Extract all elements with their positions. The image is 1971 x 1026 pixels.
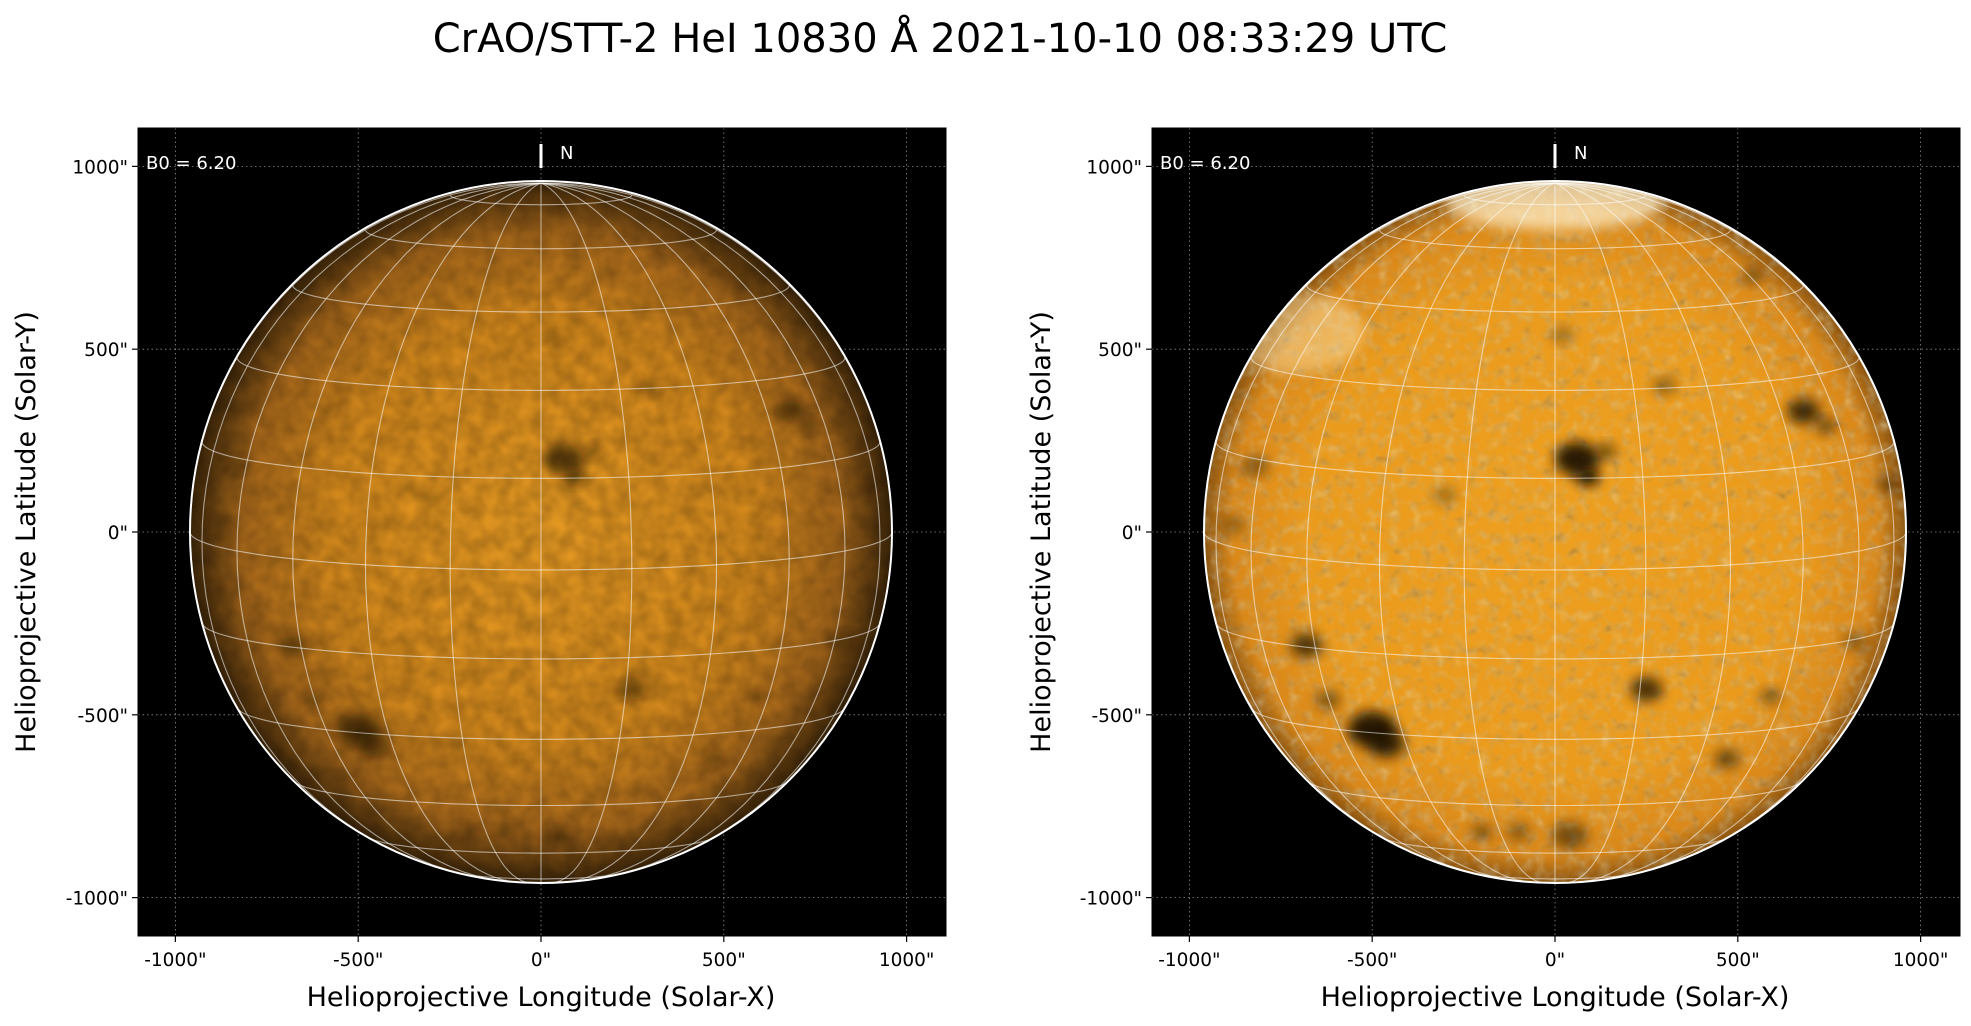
solar-feature	[1290, 633, 1323, 658]
panel-left-north-label: N	[560, 143, 573, 164]
panel-right-north-label: N	[1574, 143, 1587, 164]
solar-feature	[542, 443, 584, 474]
solar-feature	[639, 377, 662, 394]
solar-feature	[539, 327, 558, 342]
y-tick-label: -500"	[1092, 706, 1143, 727]
longitude-line	[1554, 182, 1895, 856]
longitude-line	[540, 182, 790, 882]
solar-feature	[303, 691, 326, 709]
y-tick-label: 0"	[108, 523, 128, 544]
longitude-line	[540, 182, 846, 875]
panel-left-ticks: -1000" -500" 0" 500" 1000" 1000" 500" 0" -500" -1…	[66, 157, 935, 971]
solar-feature	[1433, 486, 1458, 505]
solar-feature	[208, 516, 231, 533]
solar-feature	[1241, 455, 1270, 477]
panel-right-ylabel: Helioprojective Latitude (Solar-Y)	[1026, 311, 1057, 753]
x-tick-label: -1000"	[1158, 950, 1220, 971]
solar-feature	[563, 469, 585, 485]
x-tick-label: -500"	[333, 950, 384, 971]
longitude-line	[1554, 182, 1860, 875]
solar-feature	[1506, 822, 1531, 841]
longitude-line	[540, 182, 718, 883]
x-tick-label: -1000"	[144, 950, 206, 971]
x-tick-label: 1000"	[1893, 950, 1949, 971]
panel-right-heliographic-grid	[1204, 182, 1906, 883]
longitude-line	[540, 182, 881, 856]
solar-feature	[228, 456, 254, 476]
longitude-line	[1554, 182, 1647, 883]
x-tick-label: 500"	[702, 950, 746, 971]
solar-feature	[775, 400, 805, 423]
solar-feature	[1552, 327, 1573, 343]
longitude-line	[1215, 182, 1556, 856]
solar-feature	[729, 269, 748, 283]
solar-feature	[1877, 476, 1898, 493]
solar-feature	[1368, 730, 1405, 758]
panel-left-ylabel: Helioprojective Latitude (Solar-Y)	[11, 311, 42, 753]
panel-left-limb-outline	[189, 180, 893, 884]
x-tick-label: 1000"	[879, 950, 935, 971]
y-tick-label: 1000"	[72, 157, 128, 178]
y-tick-label: 500"	[84, 340, 128, 361]
solar-feature	[1554, 442, 1600, 476]
panel-right-ticks: -1000" -500" 0" 500" 1000" 1000" 500" 0" -500" -1…	[1080, 157, 1949, 971]
longitude-line	[449, 182, 542, 883]
x-tick-label: 500"	[1716, 950, 1760, 971]
solar-feature	[1576, 468, 1600, 486]
x-tick-label: -500"	[1347, 950, 1398, 971]
solar-feature	[1760, 688, 1781, 705]
panel-right-xlabel: Helioprojective Longitude (Solar-X)	[1321, 982, 1790, 1013]
panel-left-b0-label: B0 = 6.20	[146, 153, 236, 174]
figure-title: CrAO/STT-2 HeI 10830 Å 2021-10-10 08:33:…	[433, 14, 1448, 62]
y-tick-label: 1000"	[1086, 157, 1142, 178]
solar-feature	[617, 678, 648, 701]
panel-left: N B0 = 6.20 -1000" -500" 0" 500" 1000" 1000" 5…	[11, 127, 947, 1013]
solar-feature	[420, 487, 443, 504]
solar-feature	[1551, 821, 1588, 850]
x-tick-label: 0"	[531, 950, 551, 971]
longitude-line	[540, 182, 633, 883]
longitude-line	[201, 182, 542, 856]
solar-feature	[747, 689, 766, 704]
solar-feature	[493, 823, 516, 841]
solar-feature	[864, 477, 883, 492]
panel-right-b0-label: B0 = 6.20	[1160, 153, 1250, 174]
x-tick-label: 0"	[1545, 950, 1565, 971]
solar-feature	[583, 444, 602, 459]
y-tick-label: 0"	[1122, 523, 1142, 544]
y-tick-label: -500"	[78, 706, 129, 727]
solar-feature	[1714, 749, 1739, 768]
solar-feature	[1630, 677, 1663, 702]
y-tick-label: -1000"	[66, 889, 128, 910]
longitude-line	[1554, 182, 1732, 883]
y-tick-label: 500"	[1098, 340, 1142, 361]
solar-feature	[701, 750, 724, 767]
solar-feature	[1652, 376, 1677, 395]
longitude-line	[1463, 182, 1556, 883]
panel-right-limb-outline	[1203, 180, 1907, 884]
panel-right: N B0 = 6.20 -1000" -500" 0" 500" 1000" 1000" 5…	[1026, 127, 1961, 1013]
y-tick-label: -1000"	[1080, 889, 1142, 910]
solar-feature	[1471, 824, 1492, 840]
solar-feature	[1221, 515, 1246, 534]
solar-feature	[356, 731, 390, 757]
longitude-line	[1554, 182, 1804, 882]
solar-feature	[1742, 268, 1763, 284]
solar-feature	[1316, 691, 1341, 710]
solar-feature	[1596, 444, 1617, 460]
longitude-line	[1378, 182, 1556, 883]
longitude-line	[292, 182, 542, 882]
longitude-line	[364, 182, 542, 883]
panel-left-xlabel: Helioprojective Longitude (Solar-X)	[307, 982, 776, 1013]
solar-feature	[539, 823, 573, 848]
panel-left-features	[208, 269, 883, 848]
longitude-line	[1250, 182, 1556, 875]
solar-feature	[1815, 418, 1836, 434]
solar-feature	[802, 419, 821, 433]
solar-feature	[458, 824, 478, 839]
longitude-line	[236, 182, 542, 875]
solar-feature	[1787, 399, 1820, 424]
longitude-line	[1306, 182, 1556, 882]
